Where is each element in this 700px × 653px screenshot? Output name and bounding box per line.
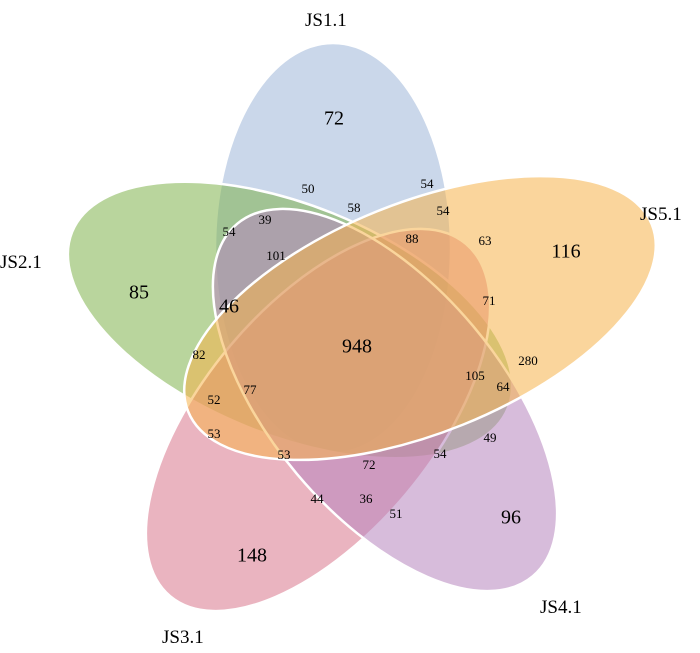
- region-value: 52: [208, 392, 221, 407]
- set-label-js2: JS2.1: [0, 252, 42, 273]
- region-value: 54: [434, 446, 448, 461]
- region-value: 72: [363, 457, 376, 472]
- set-labels: JS1.1 JS2.1 JS3.1 JS4.1 JS5.1: [0, 10, 682, 648]
- set-label-js4: JS4.1: [540, 597, 582, 618]
- region-value: 72: [324, 108, 344, 130]
- region-value: 54: [223, 224, 237, 239]
- region-values: 72 85 148 96 116 50 54 39 58 54 101 54 6…: [129, 108, 581, 567]
- region-value: 63: [479, 233, 492, 248]
- region-value: 82: [193, 347, 206, 362]
- region-value: 53: [208, 426, 221, 441]
- region-value: 58: [348, 200, 361, 215]
- region-value: 50: [302, 181, 315, 196]
- region-value: 71: [483, 293, 496, 308]
- set-label-js1: JS1.1: [305, 10, 347, 31]
- region-value: 105: [465, 368, 485, 383]
- region-value: 116: [551, 241, 580, 263]
- region-value: 101: [266, 248, 286, 263]
- region-value: 51: [390, 506, 403, 521]
- set-label-js5: JS5.1: [640, 204, 682, 225]
- region-value: 44: [311, 491, 325, 506]
- region-value: 49: [484, 430, 497, 445]
- region-value: 46: [219, 296, 239, 318]
- set-ellipses: [66, 41, 658, 613]
- region-value: 54: [421, 176, 435, 191]
- region-value: 948: [342, 336, 372, 358]
- region-value: 88: [406, 231, 419, 246]
- set-label-js3: JS3.1: [162, 627, 204, 648]
- region-value: 64: [497, 379, 511, 394]
- region-value: 280: [518, 353, 538, 368]
- region-value: 148: [237, 545, 267, 567]
- region-value: 36: [360, 491, 374, 506]
- region-value: 53: [278, 447, 291, 462]
- region-value: 77: [244, 382, 258, 397]
- region-value: 85: [129, 282, 149, 304]
- region-value: 96: [501, 507, 521, 529]
- region-value: 39: [259, 212, 272, 227]
- set-ellipse-js5: [182, 174, 658, 462]
- region-value: 54: [437, 203, 451, 218]
